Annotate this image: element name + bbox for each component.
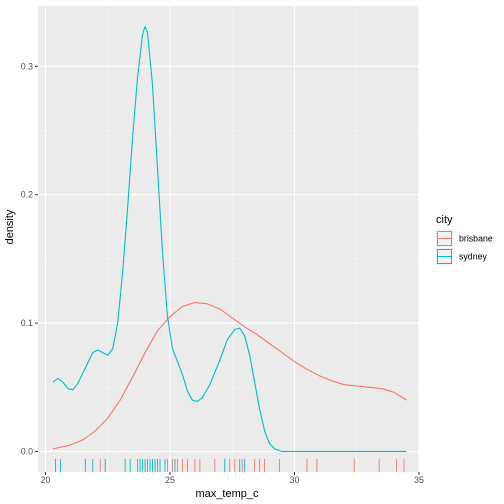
y-tick-label: 0.0 <box>21 446 33 456</box>
y-tick-label: 0.2 <box>21 190 33 200</box>
y-axis-title: density <box>4 209 16 244</box>
x-tick-label: 35 <box>414 475 424 485</box>
minor-gridlines <box>38 6 419 472</box>
x-tick-label: 30 <box>290 475 300 485</box>
rug-marks <box>54 459 405 472</box>
legend-label-brisbane: brisbane <box>459 234 493 244</box>
y-axis: 0.0 0.1 0.2 0.3 <box>21 61 38 456</box>
legend-label-sydney: sydney <box>459 252 487 262</box>
density-curve-sydney <box>52 25 407 453</box>
major-gridlines <box>38 6 420 472</box>
y-tick-label: 0.1 <box>21 318 33 328</box>
panel-background <box>38 6 419 472</box>
density-curve-brisbane <box>52 302 407 450</box>
x-tick-label: 20 <box>41 475 51 485</box>
legend: city brisbane sydney <box>436 214 493 265</box>
x-axis-title: max_temp_c <box>196 488 259 500</box>
x-tick-label: 25 <box>165 475 175 485</box>
y-tick-label: 0.3 <box>21 61 33 71</box>
density-curves <box>52 25 407 453</box>
x-axis: 20 25 30 35 <box>41 472 424 485</box>
legend-title: city <box>436 214 453 226</box>
